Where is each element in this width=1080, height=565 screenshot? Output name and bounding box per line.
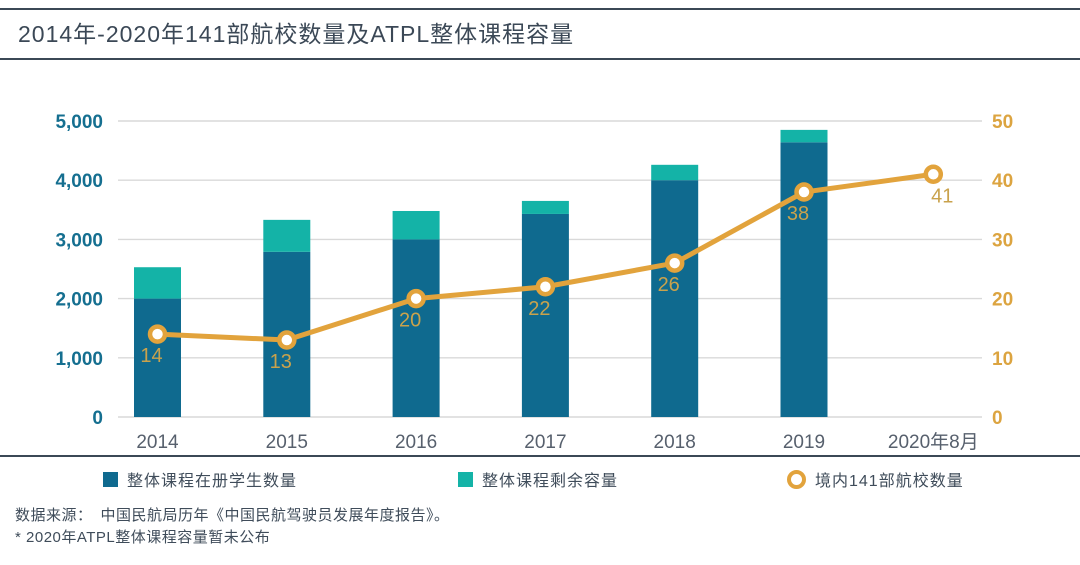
chart-svg: 0 01,000 102,000 203,000 304,000 405,000 50201…: [55, 112, 1013, 453]
data-point-label: 41: [931, 185, 953, 207]
remaining-capacity-swatch-icon: [458, 471, 473, 487]
x-axis-label: 2019: [783, 432, 825, 453]
bar-enrolled-segment: [521, 213, 569, 417]
bar-enrolled-segment: [134, 298, 181, 417]
footnote-2020: * 2020年ATPL整体课程容量暂未公布: [15, 529, 271, 546]
bar-remaining-segment: [651, 164, 699, 181]
data-point-marker: [406, 288, 426, 309]
bar-enrolled-segment: [392, 239, 440, 417]
header-top-rule: [0, 8, 1080, 10]
bar-enrolled-segment: [651, 180, 699, 417]
x-axis-label: 2020年8月: [888, 431, 979, 453]
data-point-marker: [923, 164, 944, 185]
data-point-marker: [147, 324, 168, 344]
bar-remaining-segment: [134, 267, 181, 299]
header-bottom-rule: [0, 58, 1080, 60]
data-source-note: 数据来源： 中国民航局历年《中国民航驾驶员发展年度报告》。: [15, 507, 450, 524]
right-axis-tick: 20: [992, 290, 1013, 311]
data-point-marker: [794, 182, 814, 202]
x-axis-label: 2018: [654, 432, 696, 453]
data-point-marker: [277, 330, 297, 350]
x-axis-label: 2016: [395, 432, 437, 453]
left-axis-tick: 2,000: [55, 290, 103, 311]
data-point-label: 22: [528, 298, 550, 320]
legend-item-label: 整体课程剩余容量: [482, 473, 619, 490]
left-axis-tick: 5,000: [55, 112, 103, 133]
data-point-label: 38: [787, 203, 809, 225]
right-axis-tick: 30: [992, 230, 1013, 251]
right-axis-tick: 0: [992, 408, 1003, 429]
enrolled-students-swatch-icon: [103, 471, 118, 487]
left-axis-tick: 0: [92, 408, 103, 429]
legend-item-school-count: 境内141部航校数量: [787, 467, 964, 491]
data-point-marker: [535, 277, 556, 297]
data-point-marker: [664, 253, 685, 273]
legend-item-enrolled-students: 整体课程在册学生数量: [103, 467, 297, 491]
school-count-ring-icon: [787, 469, 806, 489]
bar-remaining-segment: [263, 219, 311, 252]
x-axis-label: 2014: [136, 432, 179, 453]
data-point-label: 20: [399, 310, 421, 332]
legend-separator-rule: [0, 455, 1080, 457]
footer: 数据来源： 中国民航局历年《中国民航驾驶员发展年度报告》。 * 2020年ATP…: [0, 493, 1080, 549]
data-point-label: 26: [658, 274, 680, 296]
legend-item-label: 境内141部航校数量: [815, 473, 964, 490]
legend-item-remaining-capacity: 整体课程剩余容量: [458, 467, 618, 491]
legend: 整体课程在册学生数量 整体课程剩余容量 境内141部航校数量: [0, 455, 1080, 493]
right-axis-tick: 40: [992, 171, 1013, 192]
data-point-label: 14: [140, 345, 162, 367]
left-axis-tick: 1,000: [55, 349, 103, 370]
bar-remaining-segment: [392, 210, 440, 240]
right-axis-tick: 50: [992, 112, 1013, 133]
data-point-label: 13: [270, 351, 292, 373]
legend-item-label: 整体课程在册学生数量: [127, 473, 298, 490]
x-axis-label: 2017: [524, 432, 566, 453]
left-axis-tick: 3,000: [55, 230, 103, 251]
header: 2014年-2020年141部航校数量及ATPL整体课程容量: [0, 8, 1080, 60]
page-title: 2014年-2020年141部航校数量及ATPL整体课程容量: [18, 21, 575, 47]
x-axis-label: 2015: [266, 432, 308, 453]
right-axis-tick: 10: [992, 349, 1013, 370]
left-axis-tick: 4,000: [55, 171, 103, 192]
bar-remaining-segment: [521, 200, 569, 214]
chart-area: 0 0 1,000 10 2,000 20 3,000 30 4,000 40 5,000 50 201…: [0, 98, 1080, 455]
bar-remaining-segment: [780, 129, 828, 143]
